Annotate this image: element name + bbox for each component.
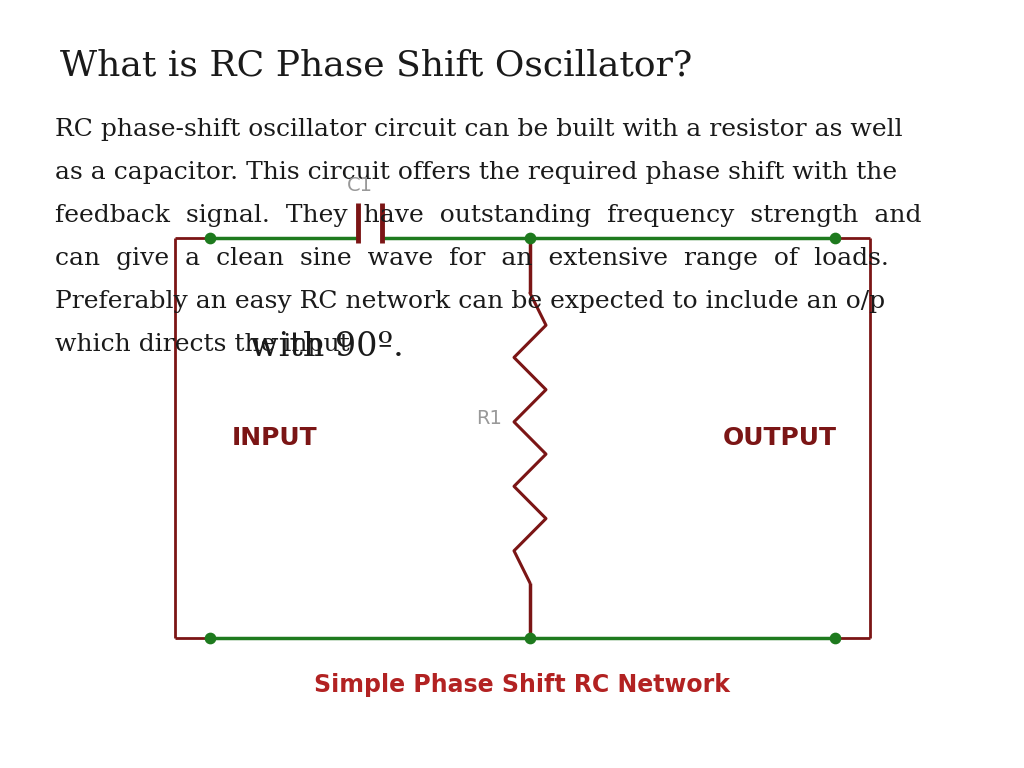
Point — [826, 632, 843, 644]
Text: Simple Phase Shift RC Network: Simple Phase Shift RC Network — [314, 673, 730, 697]
Point — [826, 232, 843, 244]
Text: What is RC Phase Shift Oscillator?: What is RC Phase Shift Oscillator? — [60, 48, 692, 82]
Text: RC phase-shift oscillator circuit can be built with a resistor as well: RC phase-shift oscillator circuit can be… — [55, 118, 902, 141]
Text: with 90º.: with 90º. — [250, 331, 403, 363]
Point — [522, 632, 539, 644]
Text: C1: C1 — [347, 176, 373, 195]
Text: feedback  signal.  They  have  outstanding  frequency  strength  and: feedback signal. They have outstanding f… — [55, 204, 922, 227]
Text: OUTPUT: OUTPUT — [723, 426, 837, 450]
Point — [202, 232, 218, 244]
Text: INPUT: INPUT — [232, 426, 317, 450]
Point — [202, 632, 218, 644]
Text: R1: R1 — [476, 409, 502, 428]
Text: which directs the input: which directs the input — [55, 333, 357, 356]
Text: can  give  a  clean  sine  wave  for  an  extensive  range  of  loads.: can give a clean sine wave for an extens… — [55, 247, 889, 270]
Point — [522, 232, 539, 244]
Text: as a capacitor. This circuit offers the required phase shift with the: as a capacitor. This circuit offers the … — [55, 161, 897, 184]
Text: Preferably an easy RC network can be expected to include an o/p: Preferably an easy RC network can be exp… — [55, 290, 885, 313]
